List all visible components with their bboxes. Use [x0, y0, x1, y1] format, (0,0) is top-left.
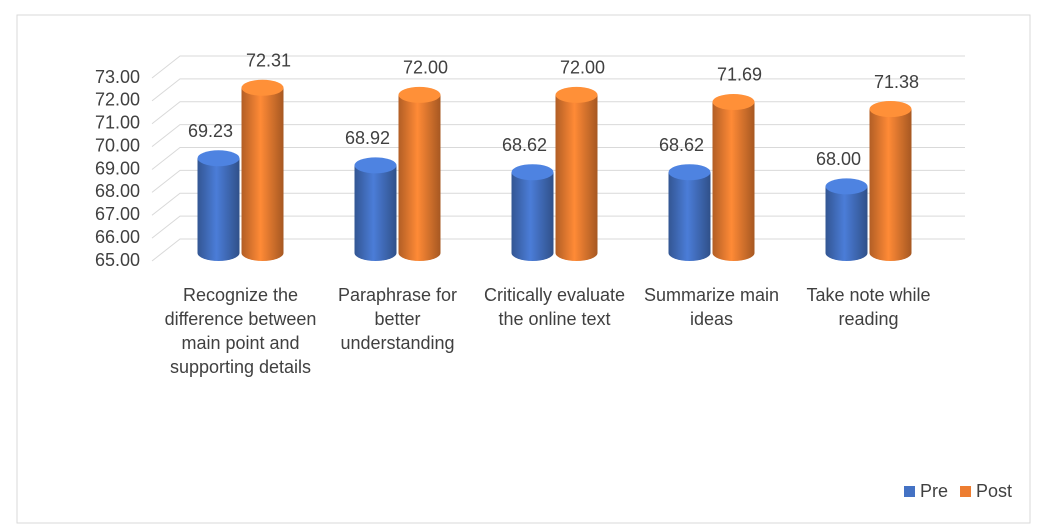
bar [398, 86, 441, 261]
bar-top [398, 86, 441, 103]
bar [712, 93, 755, 261]
legend-swatch [960, 486, 972, 497]
bar [354, 157, 397, 261]
grid-line [151, 78, 965, 102]
legend-label: Pre [920, 481, 948, 501]
grid-line [151, 55, 965, 79]
x-tick-label: Recognize the difference between main po… [164, 285, 317, 377]
y-tick-label: 69.00 [95, 158, 140, 178]
bar-body [555, 94, 598, 261]
bar-top [555, 86, 598, 103]
y-tick-label: 73.00 [95, 67, 140, 87]
bar-body [511, 172, 554, 261]
y-tick-label: 66.00 [95, 227, 140, 247]
x-tick-label: Summarize main ideas [643, 285, 780, 329]
data-label: 72.00 [403, 58, 448, 78]
legend-label: Post [976, 481, 1012, 501]
bar-top [241, 79, 284, 96]
data-label: 68.62 [659, 135, 704, 155]
bar-top [354, 157, 397, 174]
data-label: 68.92 [345, 128, 390, 148]
data-label: 72.00 [560, 58, 605, 78]
bar-top [197, 150, 240, 167]
bar-body [197, 158, 240, 261]
data-label: 69.23 [188, 121, 233, 141]
bar-body [241, 87, 284, 261]
grid-line [151, 124, 965, 148]
bar [555, 86, 598, 261]
y-tick-label: 65.00 [95, 250, 140, 270]
y-tick-label: 72.00 [95, 90, 140, 110]
bar [668, 164, 711, 261]
grid-line [151, 101, 965, 125]
y-tick-label: 67.00 [95, 204, 140, 224]
bar [241, 79, 284, 261]
bar-body [668, 172, 711, 261]
bar [511, 164, 554, 261]
y-tick-label: 71.00 [95, 113, 140, 133]
bar-top [869, 101, 912, 118]
x-tick-label: Take note while reading [806, 285, 931, 329]
bar [197, 150, 240, 261]
bar-top [668, 164, 711, 181]
data-label: 71.38 [874, 72, 919, 92]
data-label: 68.62 [502, 135, 547, 155]
y-tick-label: 68.00 [95, 181, 140, 201]
bar-body [869, 109, 912, 262]
bar [869, 101, 912, 262]
bar-top [712, 93, 755, 110]
bar-body [712, 101, 755, 261]
bar-body [398, 94, 441, 261]
y-tick-label: 70.00 [95, 135, 140, 155]
bar [825, 178, 868, 261]
chart-border [16, 14, 1031, 524]
grid-line [151, 147, 965, 170]
x-tick-label: Critically evaluate the online text [483, 285, 626, 329]
data-label: 68.00 [816, 149, 861, 169]
legend-swatch [904, 486, 915, 497]
bar-top [511, 164, 554, 181]
x-tick-label: Paraphrase for better understanding [337, 285, 458, 353]
bar-body [825, 186, 868, 261]
bar-body [354, 165, 397, 261]
data-label: 71.69 [717, 65, 762, 85]
data-label: 72.31 [246, 51, 291, 71]
bar-top [825, 178, 868, 195]
